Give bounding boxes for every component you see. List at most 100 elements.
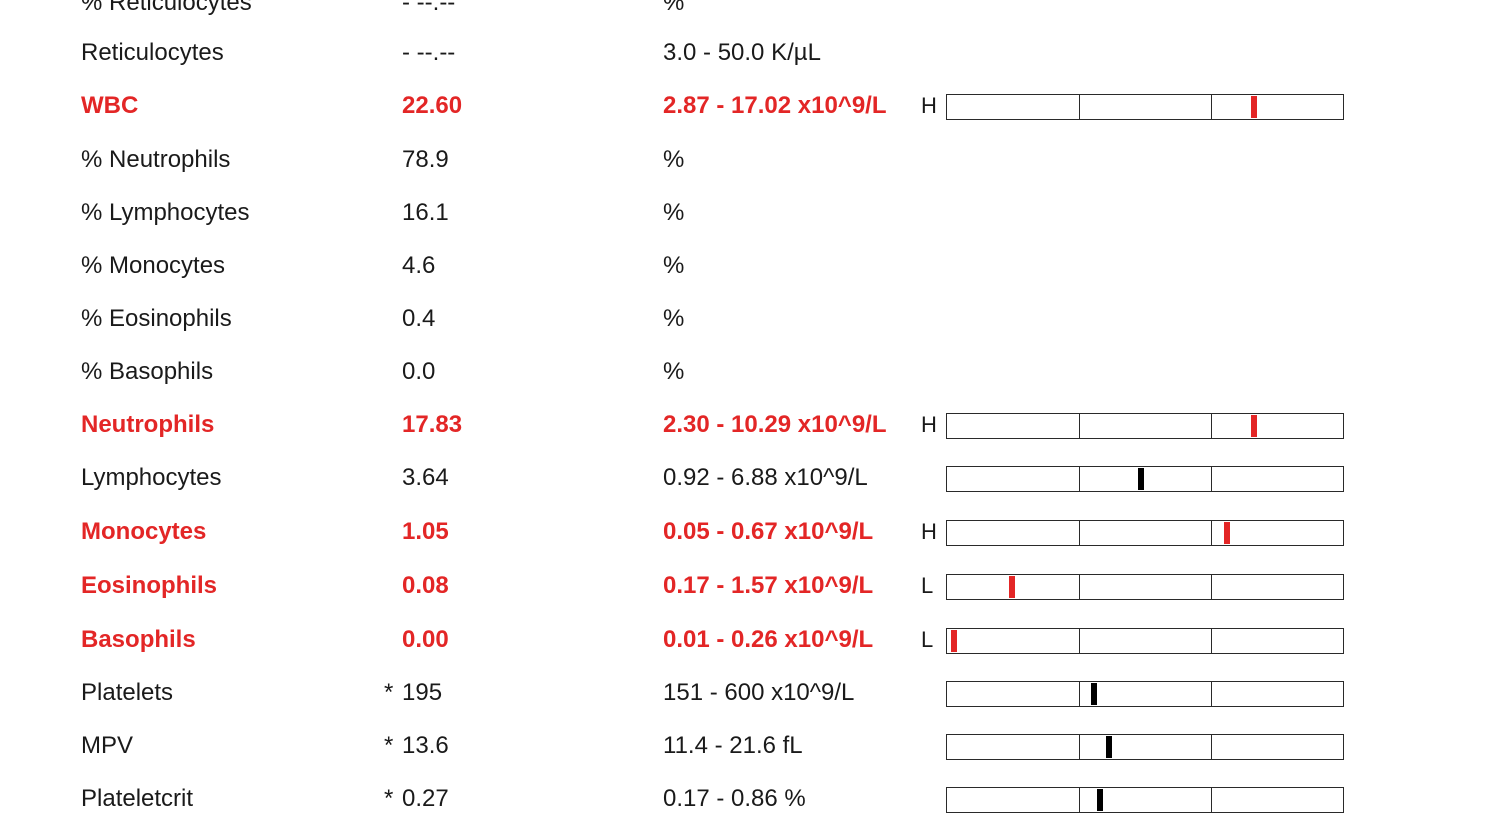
result-row: Platelets * 195 151 - 600 x10^9/L xyxy=(0,673,1500,713)
estimated-asterisk xyxy=(384,352,402,392)
test-name: Reticulocytes xyxy=(81,39,224,66)
test-name: % Lymphocytes xyxy=(81,199,250,226)
reference-range: 3.0 - 50.0 K/µL xyxy=(663,39,821,66)
range-bar xyxy=(946,574,1344,600)
range-bar-divider xyxy=(1210,414,1213,438)
estimated-asterisk xyxy=(384,405,402,445)
range-bar-divider xyxy=(1078,735,1081,759)
result-row: Lymphocytes 3.64 0.92 - 6.88 x10^9/L xyxy=(0,458,1500,498)
result-value: 78.9 xyxy=(402,146,449,173)
range-bar-marker xyxy=(1224,522,1231,544)
result-value: 0.4 xyxy=(402,305,436,332)
estimated-asterisk xyxy=(384,458,402,498)
estimated-asterisk xyxy=(384,86,402,126)
result-value: 0.27 xyxy=(402,785,449,812)
result-row: % Neutrophils 78.9% xyxy=(0,140,1500,180)
result-row: WBC 22.60 2.87 - 17.02 x10^9/L H xyxy=(0,86,1500,126)
range-bar-divider xyxy=(1078,682,1081,706)
result-value: 22.60 xyxy=(402,92,463,119)
result-value: 0.08 xyxy=(402,572,449,599)
test-name: Basophils xyxy=(81,626,196,653)
result-flag: H xyxy=(921,412,937,437)
test-name: MPV xyxy=(81,732,134,759)
estimated-asterisk xyxy=(384,566,402,606)
range-bar xyxy=(946,520,1344,546)
reference-range: 2.30 - 10.29 x10^9/L xyxy=(663,411,887,438)
result-value: 1.05 xyxy=(402,518,449,545)
test-name: % Neutrophils xyxy=(81,146,231,173)
range-bar-divider xyxy=(1210,575,1213,599)
reference-range: 0.17 - 0.86 % xyxy=(663,785,806,812)
result-flag: L xyxy=(921,627,934,652)
estimated-asterisk xyxy=(384,140,402,180)
test-name: Monocytes xyxy=(81,518,207,545)
range-bar-divider xyxy=(1078,95,1081,119)
range-bar xyxy=(946,94,1344,120)
result-value: 0.0 xyxy=(402,358,436,385)
range-bar-divider xyxy=(1210,735,1213,759)
reference-range: 0.05 - 0.67 x10^9/L xyxy=(663,518,874,545)
result-row: % Reticulocytes - --.--% xyxy=(0,0,1500,23)
range-bar xyxy=(946,787,1344,813)
result-flag: H xyxy=(921,93,937,118)
range-bar-divider xyxy=(1078,575,1081,599)
result-row: % Monocytes 4.6% xyxy=(0,246,1500,286)
result-value: 4.6 xyxy=(402,252,436,279)
reference-range: % xyxy=(663,0,685,16)
range-bar-divider xyxy=(1078,414,1081,438)
range-bar-divider xyxy=(1078,467,1081,491)
result-value: 17.83 xyxy=(402,411,463,438)
reference-range: % xyxy=(663,358,685,385)
reference-range: 0.17 - 1.57 x10^9/L xyxy=(663,572,874,599)
range-bar-divider xyxy=(1078,521,1081,545)
estimated-asterisk xyxy=(384,512,402,552)
reference-range: % xyxy=(663,199,685,226)
test-name: Eosinophils xyxy=(81,572,218,599)
range-bar-marker xyxy=(1138,468,1145,490)
range-bar-divider xyxy=(1210,521,1213,545)
range-bar xyxy=(946,628,1344,654)
reference-range: 151 - 600 x10^9/L xyxy=(663,679,855,706)
range-bar-marker xyxy=(1090,683,1097,705)
test-name: Neutrophils xyxy=(81,411,215,438)
test-name: % Monocytes xyxy=(81,252,226,279)
result-row: MPV * 13.6 11.4 - 21.6 fL xyxy=(0,726,1500,766)
result-row: Plateletcrit * 0.27 0.17 - 0.86 % xyxy=(0,779,1500,819)
result-row: Eosinophils 0.08 0.17 - 1.57 x10^9/L L xyxy=(0,566,1500,606)
result-flag: H xyxy=(921,519,937,544)
result-row: Monocytes 1.05 0.05 - 0.67 x10^9/L H xyxy=(0,512,1500,552)
reference-range: 2.87 - 17.02 x10^9/L xyxy=(663,92,887,119)
range-bar-divider xyxy=(1078,629,1081,653)
result-value: - --.-- xyxy=(402,0,456,16)
reference-range: 0.92 - 6.88 x10^9/L xyxy=(663,464,868,491)
result-value: 195 xyxy=(402,679,443,706)
reference-range: % xyxy=(663,146,685,173)
result-row: Reticulocytes - --.-- 3.0 - 50.0 K/µL xyxy=(0,33,1500,73)
estimated-asterisk xyxy=(384,620,402,660)
estimated-asterisk xyxy=(384,0,402,23)
range-bar xyxy=(946,466,1344,492)
result-row: % Basophils 0.0% xyxy=(0,352,1500,392)
range-bar-divider xyxy=(1210,788,1213,812)
range-bar-divider xyxy=(1210,95,1213,119)
estimated-asterisk xyxy=(384,299,402,339)
estimated-asterisk xyxy=(384,246,402,286)
result-row: Basophils 0.00 0.01 - 0.26 x10^9/L L xyxy=(0,620,1500,660)
estimated-asterisk: * xyxy=(384,679,394,706)
result-row: Neutrophils 17.83 2.30 - 10.29 x10^9/L H xyxy=(0,405,1500,445)
range-bar-marker xyxy=(1250,96,1257,118)
estimated-asterisk xyxy=(384,33,402,73)
reference-range: % xyxy=(663,252,685,279)
range-bar-marker xyxy=(951,630,958,652)
range-bar-marker xyxy=(1096,789,1103,811)
result-value: - --.-- xyxy=(402,39,456,66)
result-value: 0.00 xyxy=(402,626,449,653)
result-row: % Lymphocytes 16.1% xyxy=(0,193,1500,233)
test-name: % Basophils xyxy=(81,358,214,385)
reference-range: % xyxy=(663,305,685,332)
range-bar-divider xyxy=(1210,467,1213,491)
result-row: % Eosinophils 0.4% xyxy=(0,299,1500,339)
result-value: 3.64 xyxy=(402,464,449,491)
result-value: 16.1 xyxy=(402,199,449,226)
